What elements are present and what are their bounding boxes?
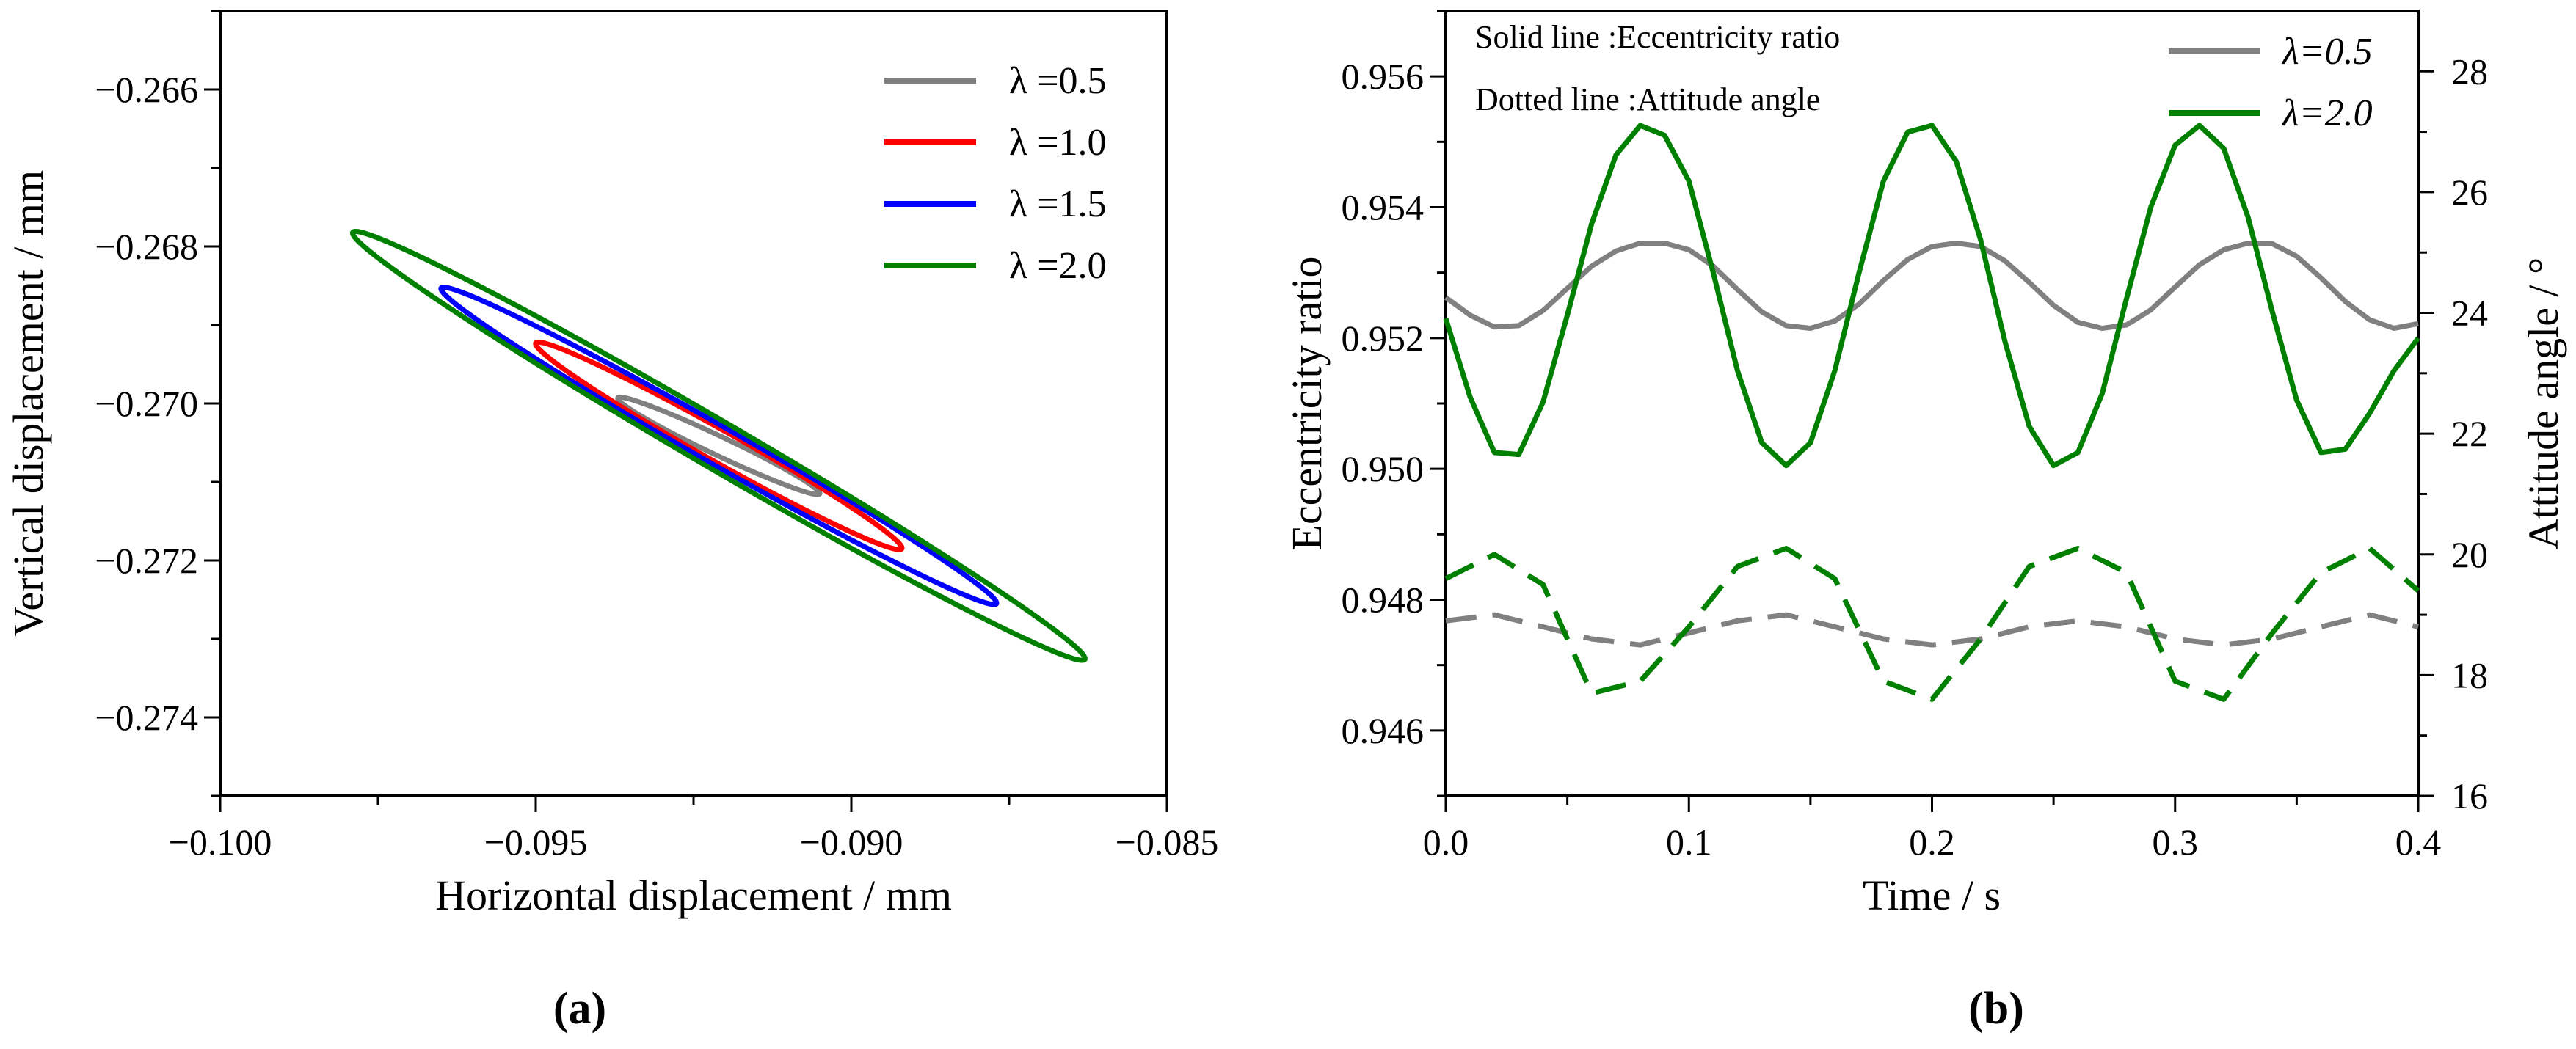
panel-label-b: (b) [1968, 984, 2024, 1034]
series-group-a [349, 228, 1088, 663]
y-tick-label-a: −0.266 [95, 69, 198, 110]
y-right-tick-label-b: 20 [2451, 534, 2488, 575]
legend-label-b: λ=0.5 [2281, 31, 2373, 73]
y-right-tick-label-b: 24 [2451, 293, 2488, 334]
attitude-angle-line [1445, 612, 2419, 648]
x-tick-label-b: 0.4 [2395, 822, 2442, 863]
y-tick-label-b: 0.948 [1342, 580, 1425, 621]
ticks-group-b: 0.0 0.1 0.2 0.3 0.4 0.946 0.948 0.950 0.952 0.954… [1342, 10, 2488, 863]
x-tick-label-a: −0.095 [484, 822, 588, 863]
series-group-b [1443, 123, 2420, 702]
legend-label-a: λ =0.5 [1009, 60, 1107, 102]
x-axis-title-b: Time / s [1863, 871, 2001, 919]
x-axis-title-a: Horizontal displacement / mm [435, 871, 952, 919]
y-axis-title-b: Eccentricity ratio [1283, 257, 1331, 551]
ticks-group-a: −0.100 −0.095 −0.090 −0.085 −0.266 −0.268 −0.2… [95, 10, 1219, 863]
legend-label-a: λ =1.5 [1009, 183, 1107, 225]
y-right-tick-label-b: 22 [2451, 413, 2488, 454]
annotation-solid-line: Solid line :Eccentricity ratio [1475, 19, 1840, 55]
x-tick-label-b: 0.0 [1423, 822, 1469, 863]
legend-label-b: λ=2.0 [2281, 92, 2373, 134]
attitude-angle-line [1444, 546, 2420, 702]
orbit-ellipse [349, 228, 1088, 663]
x-tick-label-b: 0.2 [1909, 822, 1955, 863]
eccentricity-line [1443, 123, 2420, 469]
y-tick-label-b: 0.946 [1342, 710, 1425, 751]
chart-a: −0.100 −0.095 −0.090 −0.085 −0.266 −0.268 −0.2… [4, 10, 1219, 1034]
panel-label-a: (a) [553, 984, 606, 1034]
y-tick-label-a: −0.274 [95, 697, 198, 738]
y-axis-title-a: Vertical displacement / mm [4, 170, 52, 637]
y-right-tick-label-b: 16 [2451, 775, 2488, 816]
legend-label-a: λ =2.0 [1009, 245, 1107, 287]
x-tick-label-a: −0.085 [1116, 822, 1219, 863]
y-tick-label-a: −0.268 [95, 226, 198, 267]
y-right-tick-label-b: 18 [2451, 654, 2488, 695]
y-right-tick-label-b: 26 [2451, 172, 2488, 213]
legend-a: λ =0.5 λ =1.0 λ =1.5 λ =2.0 [884, 60, 1107, 287]
chart-b: 0.0 0.1 0.2 0.3 0.4 0.946 0.948 0.950 0.952 0.954… [1283, 10, 2567, 1034]
annotation-dotted-line: Dotted line :Attitude angle [1475, 81, 1820, 117]
orbit-ellipse [438, 285, 1000, 607]
x-tick-label-a: −0.090 [800, 822, 903, 863]
x-tick-label-b: 0.1 [1666, 822, 1712, 863]
legend-b: λ=0.5 λ=2.0 [2169, 31, 2373, 134]
y-tick-label-a: −0.272 [95, 540, 198, 581]
y-tick-label-a: −0.270 [95, 383, 198, 424]
y-tick-label-b: 0.952 [1342, 318, 1425, 359]
orbit-ellipse [533, 339, 905, 552]
y-tick-label-b: 0.950 [1342, 448, 1425, 489]
y-right-tick-label-b: 28 [2451, 51, 2488, 92]
legend-label-a: λ =1.0 [1009, 122, 1107, 164]
y-tick-label-b: 0.956 [1342, 56, 1425, 97]
y-axis-title-right-b: Attitude angle / ° [2519, 257, 2567, 550]
x-tick-label-b: 0.3 [2153, 822, 2199, 863]
y-tick-label-b: 0.954 [1342, 187, 1425, 228]
x-tick-label-a: −0.100 [169, 822, 272, 863]
orbit-ellipse [615, 394, 823, 497]
